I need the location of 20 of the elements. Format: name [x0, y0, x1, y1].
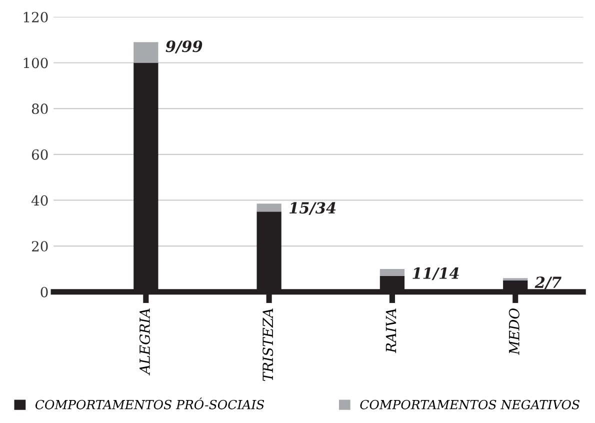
y-tick-label: 80	[32, 104, 48, 114]
y-tick-label: 100	[24, 58, 48, 68]
y-tick-label: 20	[32, 241, 48, 252]
legend-label: COMPORTAMENTOS PRÓ-SOCIAIS	[36, 398, 264, 410]
y-tick-label: 0	[40, 286, 48, 298]
x-tick-label: TRISTEZA	[262, 308, 274, 381]
bar	[256, 204, 282, 212]
x-tick-label: MEDO	[508, 308, 520, 355]
annotation: 15/34	[290, 202, 336, 215]
annotation: 2/7	[534, 276, 562, 290]
bar	[380, 268, 405, 276]
annotation: 11/14	[412, 267, 459, 280]
legend-label: COMPORTAMENTOS NEGATIVOS	[360, 400, 580, 410]
y-tick-label: 60	[32, 149, 48, 160]
bar	[134, 42, 158, 63]
x-tick-label: RAIVA	[386, 308, 396, 354]
y-tick-label: 120	[24, 12, 48, 22]
annotation: 9/99	[166, 40, 202, 54]
x-tick-label: ALEGRIA	[139, 308, 150, 376]
y-tick-label: 40	[31, 195, 48, 206]
